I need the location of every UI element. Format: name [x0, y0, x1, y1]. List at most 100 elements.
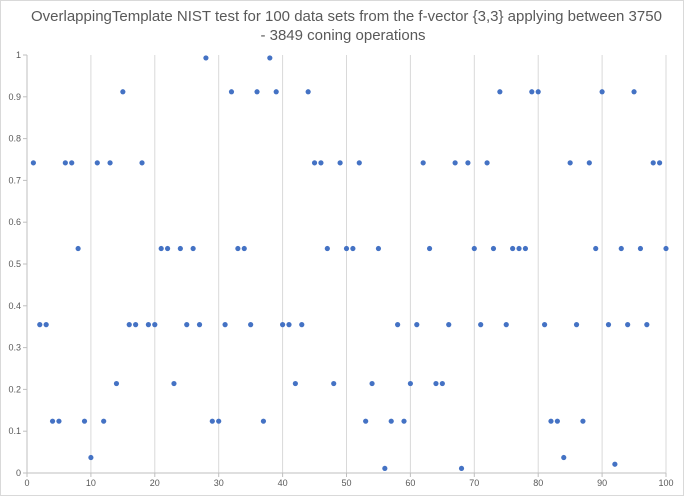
x-tick-label: 40 — [278, 478, 288, 488]
data-point — [573, 322, 580, 328]
data-point — [37, 322, 43, 328]
data-point — [222, 322, 228, 328]
data-point — [113, 380, 120, 387]
data-point — [510, 245, 516, 252]
data-point — [56, 418, 62, 424]
data-point — [216, 418, 222, 424]
y-tick-label: 0.3 — [8, 343, 21, 353]
data-point — [650, 160, 656, 166]
data-point — [235, 245, 241, 252]
data-point — [228, 89, 235, 95]
data-point — [126, 322, 132, 328]
data-point — [107, 160, 113, 166]
data-point — [203, 55, 209, 61]
data-point — [30, 160, 36, 166]
data-point — [299, 322, 305, 328]
data-point — [433, 380, 439, 387]
data-point — [548, 418, 554, 424]
data-point — [484, 160, 490, 166]
data-point — [446, 322, 452, 328]
x-tick-label: 30 — [214, 478, 224, 488]
data-point — [241, 245, 247, 252]
data-point — [554, 418, 560, 424]
data-point — [541, 322, 548, 328]
data-point — [497, 89, 503, 95]
data-point — [62, 160, 68, 166]
data-point — [401, 418, 407, 424]
data-point — [458, 465, 465, 472]
data-point — [363, 418, 369, 424]
data-point — [171, 380, 177, 387]
data-point — [631, 89, 637, 95]
data-point — [120, 89, 126, 95]
y-tick-label: 0.2 — [8, 384, 21, 394]
data-point — [465, 160, 471, 166]
y-tick-label: 0.1 — [8, 426, 21, 436]
data-point — [663, 245, 669, 252]
data-point — [522, 245, 529, 252]
x-tick-label: 100 — [658, 478, 673, 488]
data-point — [593, 245, 599, 252]
x-tick-label: 50 — [341, 478, 351, 488]
x-tick-label: 90 — [597, 478, 607, 488]
y-tick-label: 0 — [16, 468, 21, 478]
data-point — [625, 322, 631, 328]
data-point — [343, 245, 350, 252]
data-point — [618, 245, 624, 252]
x-tick-label: 20 — [150, 478, 160, 488]
data-point — [644, 322, 650, 328]
data-point — [254, 89, 260, 95]
chart-title-line-2: - 3849 coning operations — [260, 27, 426, 44]
data-point — [88, 454, 94, 461]
data-point — [586, 160, 592, 166]
chart-title: OverlappingTemplate NIST test for 100 da… — [31, 7, 662, 45]
y-tick-label: 0.6 — [8, 217, 21, 227]
data-point — [516, 245, 522, 252]
data-point — [280, 322, 286, 328]
data-point — [248, 322, 254, 328]
x-tick-label: 80 — [533, 478, 543, 488]
data-point — [612, 461, 618, 467]
y-tick-label: 0.9 — [8, 92, 21, 102]
data-point — [101, 418, 107, 424]
y-tick-label: 1 — [16, 50, 21, 60]
data-point — [599, 89, 605, 95]
data-point — [158, 245, 164, 252]
data-point — [49, 418, 56, 424]
y-tick-label: 0.8 — [8, 134, 21, 144]
data-point — [535, 89, 541, 95]
data-point — [133, 322, 139, 328]
data-point — [145, 322, 152, 328]
data-point — [184, 322, 190, 328]
data-point — [637, 245, 644, 252]
data-point — [529, 89, 535, 95]
chart-title-line-1: OverlappingTemplate NIST test for 100 da… — [31, 8, 662, 25]
data-point — [657, 160, 663, 166]
x-tick-label: 60 — [405, 478, 415, 488]
data-point — [69, 160, 75, 166]
data-point — [388, 418, 394, 424]
data-point — [164, 245, 171, 252]
y-tick-label: 0.5 — [8, 259, 21, 269]
data-point — [43, 322, 49, 328]
data-point — [395, 322, 401, 328]
data-point — [81, 418, 88, 424]
data-point — [375, 245, 382, 252]
data-point — [190, 245, 196, 252]
data-point — [439, 380, 445, 387]
data-point — [260, 418, 267, 424]
data-point — [337, 160, 343, 166]
data-point — [350, 245, 356, 252]
data-point — [503, 322, 509, 328]
y-tick-label: 0.4 — [8, 301, 21, 311]
data-point — [382, 465, 388, 472]
data-point — [452, 160, 458, 166]
data-point — [139, 160, 145, 166]
data-point — [305, 89, 311, 95]
data-point — [426, 245, 433, 252]
data-point — [292, 380, 298, 387]
data-point — [567, 160, 573, 166]
data-point — [580, 418, 586, 424]
